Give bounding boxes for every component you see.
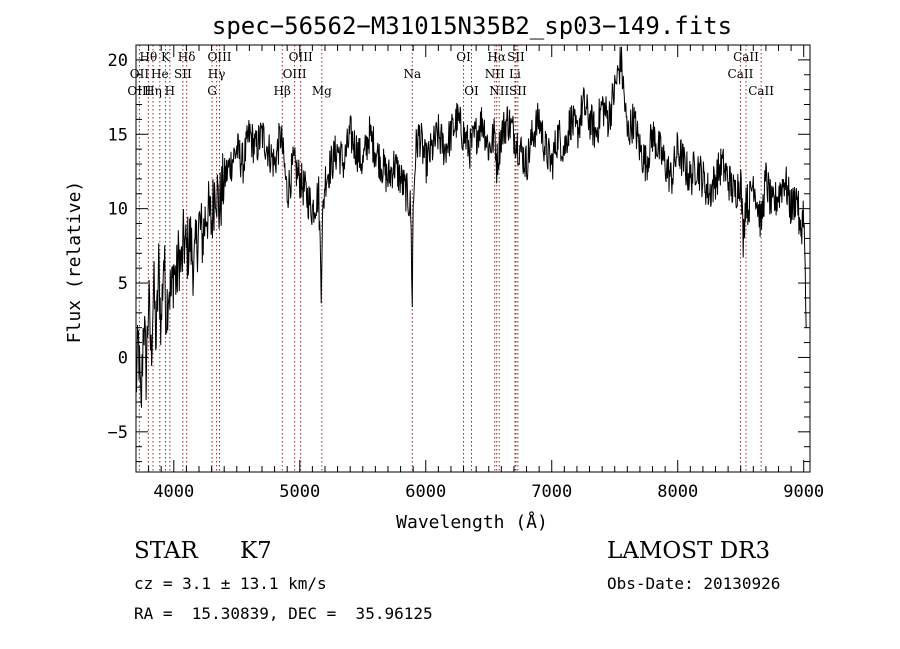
line-marker-label: OIII — [207, 50, 231, 64]
line-marker-label: Hη — [144, 84, 162, 98]
x-axis-label: Wavelength (Å) — [396, 511, 548, 533]
chart-title: spec−56562−M31015N35B2_sp03−149.fits — [212, 12, 732, 40]
y-tick-label: −5 — [108, 423, 128, 443]
y-tick-label: 5 — [118, 274, 128, 294]
line-marker-label: NII — [489, 84, 509, 98]
line-marker-label: He — [151, 67, 169, 81]
line-marker-label: G — [207, 84, 217, 98]
line-marker-label: CaII — [748, 84, 774, 98]
line-marker-label: CaII — [733, 50, 759, 64]
y-tick-label: 20 — [108, 51, 128, 71]
line-marker-label: OI — [456, 50, 471, 64]
survey-name: LAMOST DR3 — [607, 538, 771, 564]
spectrum-line — [135, 46, 807, 408]
x-tick-label: 8000 — [657, 482, 698, 502]
subclass: K7 — [240, 538, 272, 564]
x-tick-label: 6000 — [405, 482, 446, 502]
line-marker-label: SII — [509, 84, 527, 98]
line-marker-label: Na — [403, 67, 421, 81]
coordinates: RA = 15.30839, DEC = 35.96125 — [134, 604, 433, 623]
line-marker-label: Li — [509, 67, 521, 81]
line-marker-label: OII — [130, 67, 150, 81]
line-marker-label: OI — [464, 84, 479, 98]
plot-frame — [135, 44, 811, 473]
line-marker-group — [138, 45, 762, 472]
y-axis: −5 0 5 10 15 20 — [108, 44, 810, 463]
series-group — [135, 46, 807, 408]
line-marker-label: OIII — [127, 84, 151, 98]
line-marker-label: SII — [507, 50, 525, 64]
y-tick-label: 15 — [108, 125, 128, 145]
x-tick-label: 4000 — [153, 482, 194, 502]
x-axis: 4000 5000 6000 7000 8000 9000 — [148, 45, 824, 502]
line-marker-label: SII — [174, 67, 192, 81]
line-marker-label: Hβ — [274, 84, 291, 98]
redshift-line: cz = 3.1 ± 13.1 km/s — [134, 574, 327, 593]
line-marker-labels: Hθ OII OIII K He Hη SII H Hδ OIII Hγ G Hβ OIII OIII Mg N… — [127, 50, 774, 98]
line-marker-label: Hα — [487, 50, 506, 64]
y-axis-label: Flux (relative) — [64, 181, 85, 344]
line-marker-label: Hγ — [208, 67, 226, 81]
line-marker-label: OIII — [283, 67, 307, 81]
line-marker-label: Hδ — [178, 50, 196, 64]
line-marker-label: OIII — [289, 50, 313, 64]
line-marker-label: NII — [485, 67, 505, 81]
object-class: STAR — [134, 538, 198, 564]
x-tick-label: 7000 — [531, 482, 572, 502]
obs-date: Obs-Date: 20130926 — [607, 574, 781, 593]
line-marker-label: Mg — [312, 84, 332, 98]
line-marker-label: K — [161, 50, 171, 64]
x-tick-label: 9000 — [783, 482, 824, 502]
y-tick-label: 10 — [108, 200, 128, 220]
line-marker-label: Hθ — [139, 50, 157, 64]
line-marker-label: H — [165, 84, 175, 98]
line-marker-label: CaII — [728, 67, 754, 81]
x-tick-label: 5000 — [279, 482, 320, 502]
y-tick-label: 0 — [118, 348, 128, 368]
